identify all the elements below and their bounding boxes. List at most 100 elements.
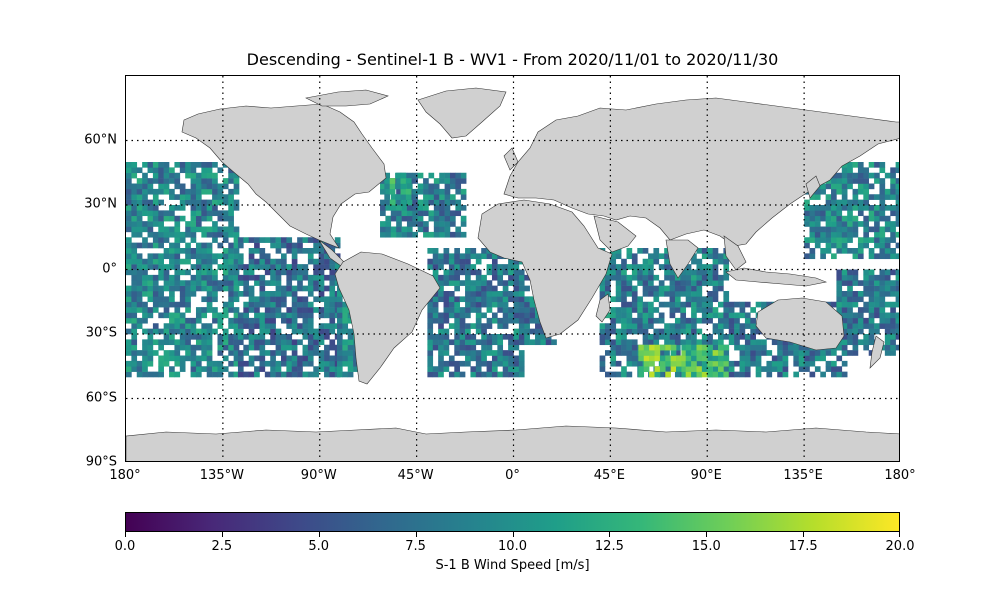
wind-cell-region-2 [353, 366, 359, 372]
wind-cell-region-0 [185, 301, 191, 308]
wind-cell-region-0 [136, 205, 143, 211]
wind-cell-region-1 [307, 344, 314, 351]
wind-cell-region-0 [147, 183, 154, 190]
wind-cell-region-0 [185, 355, 191, 362]
wind-cell-region-3 [444, 226, 451, 233]
wind-cell-region-0 [201, 226, 208, 233]
wind-cell-region-6 [658, 312, 665, 319]
wind-cell-region-4 [443, 301, 450, 308]
wind-cell-region-6 [674, 339, 681, 346]
wind-cell-region-0 [126, 188, 132, 195]
wind-cell-region-4 [475, 291, 482, 297]
wind-cell-region-9 [744, 317, 751, 324]
wind-cell-region-1 [275, 350, 282, 356]
wind-cell-region-10 [879, 178, 886, 184]
wind-cell-region-6 [707, 307, 713, 313]
wind-cell-region-0 [131, 344, 138, 351]
wind-cell-region-1 [302, 328, 309, 335]
wind-cell-region-10 [836, 172, 843, 179]
wind-cell-region-11 [852, 339, 859, 346]
wind-cell-region-1 [291, 366, 298, 372]
wind-cell-region-1 [297, 312, 303, 319]
wind-cell-region-0 [179, 162, 186, 168]
wind-cell-region-0 [190, 280, 197, 286]
wind-cell-region-9 [787, 344, 794, 351]
lat-tick-label: 60°S [85, 390, 117, 405]
wind-cell-region-8 [691, 371, 697, 378]
wind-cell-region-8 [707, 371, 713, 378]
wind-cell-region-6 [626, 344, 633, 351]
wind-cell-region-1 [324, 334, 330, 340]
wind-cell-region-5 [529, 307, 536, 313]
wind-cell-region-10 [874, 253, 880, 260]
wind-cell-region-7 [659, 344, 666, 351]
wind-cell-region-1 [291, 312, 298, 319]
wind-cell-region-3 [396, 221, 402, 227]
wind-cell-region-7 [643, 355, 650, 362]
wind-cell-region-1 [286, 242, 293, 249]
wind-cell-region-10 [820, 188, 826, 195]
wind-cell-region-6 [669, 274, 676, 281]
wind-cell-region-4 [518, 317, 525, 324]
wind-cell-region-0 [190, 248, 197, 254]
wind-cell-region-10 [825, 231, 832, 238]
wind-cell-region-6 [621, 366, 627, 372]
wind-cell-region-6 [621, 307, 627, 313]
wind-cell-region-4 [491, 317, 498, 324]
wind-cell-region-1 [248, 301, 255, 308]
wind-cell-region-6 [637, 323, 643, 329]
wind-cell-region-6 [685, 264, 692, 270]
new-zealand [869, 335, 885, 369]
wind-cell-region-9 [744, 344, 751, 351]
wind-cell-region-11 [847, 285, 853, 292]
wind-cell-region-4 [491, 274, 498, 281]
wind-cell-region-5 [529, 296, 536, 303]
wind-cell-region-9 [841, 371, 848, 378]
wind-cell-region-6 [701, 312, 708, 319]
colorbar-tick-mark [899, 532, 900, 537]
wind-cell-region-1 [264, 360, 271, 367]
wind-cell-region-10 [857, 248, 864, 254]
wind-cell-region-3 [417, 226, 424, 233]
wind-cell-region-1 [270, 307, 276, 313]
wind-cell-region-3 [385, 231, 392, 238]
wind-cell-region-0 [136, 242, 143, 249]
wind-cell-region-10 [895, 199, 899, 206]
wind-cell-region-0 [136, 258, 143, 265]
wind-cell-region-11 [847, 296, 853, 303]
wind-cell-region-0 [206, 269, 213, 276]
colorbar-tick-mark [706, 532, 708, 537]
wind-cell-region-11 [879, 296, 886, 303]
lon-tick-label: 0° [505, 468, 520, 483]
wind-cell-region-0 [169, 323, 175, 329]
wind-cell-region-1 [286, 285, 293, 292]
wind-cell-region-6 [637, 248, 643, 254]
wind-cell-region-2 [336, 291, 343, 297]
wind-cell-region-10 [884, 242, 891, 249]
wind-cell-region-9 [814, 350, 821, 356]
wind-cell-region-2 [342, 350, 349, 356]
wind-cell-region-11 [874, 323, 880, 329]
wind-cell-region-0 [233, 178, 240, 184]
wind-cell-region-0 [217, 231, 224, 238]
wind-cell-region-0 [126, 167, 132, 174]
wind-cell-region-4 [513, 280, 520, 286]
wind-cell-region-10 [831, 242, 837, 249]
wind-cell-region-6 [707, 312, 713, 319]
wind-cell-region-6 [658, 291, 665, 297]
wind-cell-region-0 [147, 355, 154, 362]
wind-cell-region-4 [454, 328, 460, 335]
wind-cell-region-0 [158, 371, 164, 378]
wind-cell-region-4 [427, 366, 434, 372]
wind-cell-region-5 [540, 334, 547, 340]
wind-cell-region-0 [206, 366, 213, 372]
wind-cell-region-4 [448, 355, 455, 362]
wind-cell-region-1 [237, 280, 244, 286]
wind-cell-region-1 [248, 285, 255, 292]
wind-cell-region-0 [222, 258, 229, 265]
wind-cell-region-2 [342, 301, 349, 308]
wind-cell-region-6 [615, 253, 622, 260]
wind-cell-region-3 [449, 194, 456, 200]
wind-cell-region-1 [270, 291, 276, 297]
wind-cell-region-8 [696, 355, 703, 362]
